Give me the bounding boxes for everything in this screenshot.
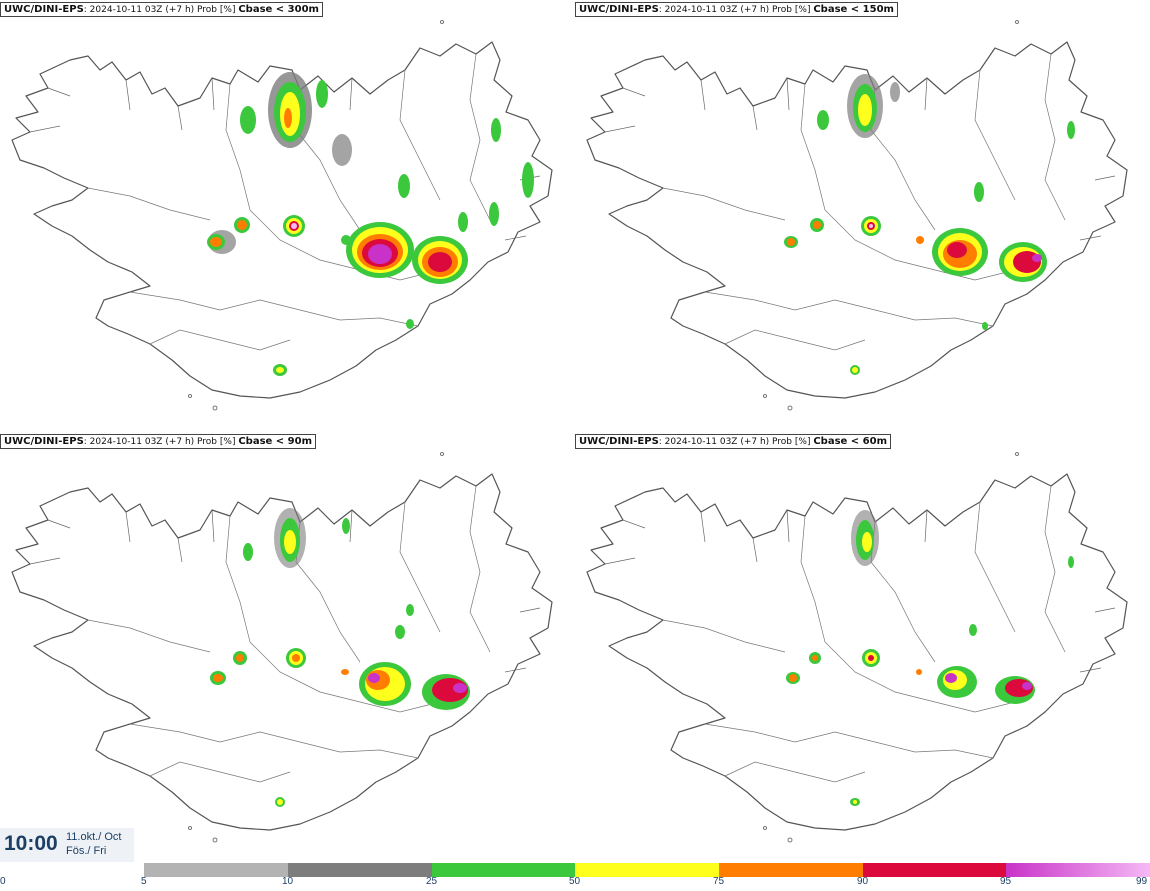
legend-bar-5-10 [144, 863, 288, 877]
model-name: UWC/DINI-EPS [4, 436, 84, 447]
panel-title: UWC/DINI-EPS: 2024-10-11 03Z (+7 h) Prob… [0, 2, 323, 17]
probability-area-central [207, 202, 499, 376]
probability-area-central [784, 216, 1047, 375]
date-line-1: 11.okt./ Oct [66, 831, 122, 843]
legend-tick: 5 [141, 876, 147, 887]
panel-title: UWC/DINI-EPS: 2024-10-11 03Z (+7 h) Prob… [575, 2, 898, 17]
map-panel-cbase-300: UWC/DINI-EPS: 2024-10-11 03Z (+7 h) Prob… [0, 0, 575, 432]
run-info: 2024-10-11 03Z (+7 h) Prob [%] [664, 5, 811, 15]
map-panel-cbase-60: UWC/DINI-EPS: 2024-10-11 03Z (+7 h) Prob… [575, 432, 1150, 864]
legend-tick: 25 [426, 876, 438, 887]
legend-tick: 99 [1136, 876, 1148, 887]
threshold-label: Cbase < 90m [238, 436, 313, 447]
probability-area-north [240, 72, 534, 198]
legend-bar-25-50 [432, 863, 575, 877]
legend-bar-95-99 [1006, 863, 1150, 877]
legend-bar-50-75 [575, 863, 719, 877]
model-name: UWC/DINI-EPS [579, 4, 659, 15]
run-info: 2024-10-11 03Z (+7 h) Prob [%] [89, 437, 236, 447]
legend-tick: 0 [0, 876, 6, 887]
probability-legend: 0 5 10 25 50 75 90 95 99 [0, 862, 1150, 891]
legend-tick: 90 [857, 876, 869, 887]
legend-tick: 75 [713, 876, 725, 887]
map-panel-cbase-150: UWC/DINI-EPS: 2024-10-11 03Z (+7 h) Prob… [575, 0, 1150, 432]
threshold-label: Cbase < 300m [238, 4, 319, 15]
probability-area-central [786, 624, 1035, 806]
probability-area-north [817, 74, 1075, 202]
valid-time-date: 11.okt./ Oct Fös./ Fri [66, 830, 121, 858]
model-name: UWC/DINI-EPS [579, 436, 659, 447]
threshold-label: Cbase < 60m [813, 436, 888, 447]
panel-title: UWC/DINI-EPS: 2024-10-11 03Z (+7 h) Prob… [575, 434, 892, 449]
date-line-2: Fös./ Fri [66, 845, 107, 857]
iceland-map [11, 451, 553, 843]
iceland-map [586, 451, 1128, 843]
run-info: 2024-10-11 03Z (+7 h) Prob [%] [89, 5, 236, 15]
probability-area-central [210, 625, 470, 807]
legend-bar-10-25 [288, 863, 432, 877]
legend-bar-75-90 [719, 863, 863, 877]
run-info: 2024-10-11 03Z (+7 h) Prob [%] [664, 437, 811, 447]
panel-title: UWC/DINI-EPS: 2024-10-11 03Z (+7 h) Prob… [0, 434, 317, 449]
valid-time-clock: 10:00 [4, 832, 58, 855]
legend-tick: 95 [1000, 876, 1012, 887]
valid-time-box: 10:00 11.okt./ Oct Fös./ Fri [0, 828, 134, 862]
map-panel-cbase-90: UWC/DINI-EPS: 2024-10-11 03Z (+7 h) Prob… [0, 432, 575, 864]
probability-area-north [851, 510, 1074, 568]
iceland-map [11, 19, 553, 411]
iceland-map [586, 19, 1128, 411]
legend-tick: 10 [282, 876, 294, 887]
legend-tick: 50 [569, 876, 581, 887]
model-name: UWC/DINI-EPS [4, 4, 84, 15]
probability-area-north [243, 508, 414, 616]
threshold-label: Cbase < 150m [813, 4, 894, 15]
legend-bar-90-95 [863, 863, 1006, 877]
